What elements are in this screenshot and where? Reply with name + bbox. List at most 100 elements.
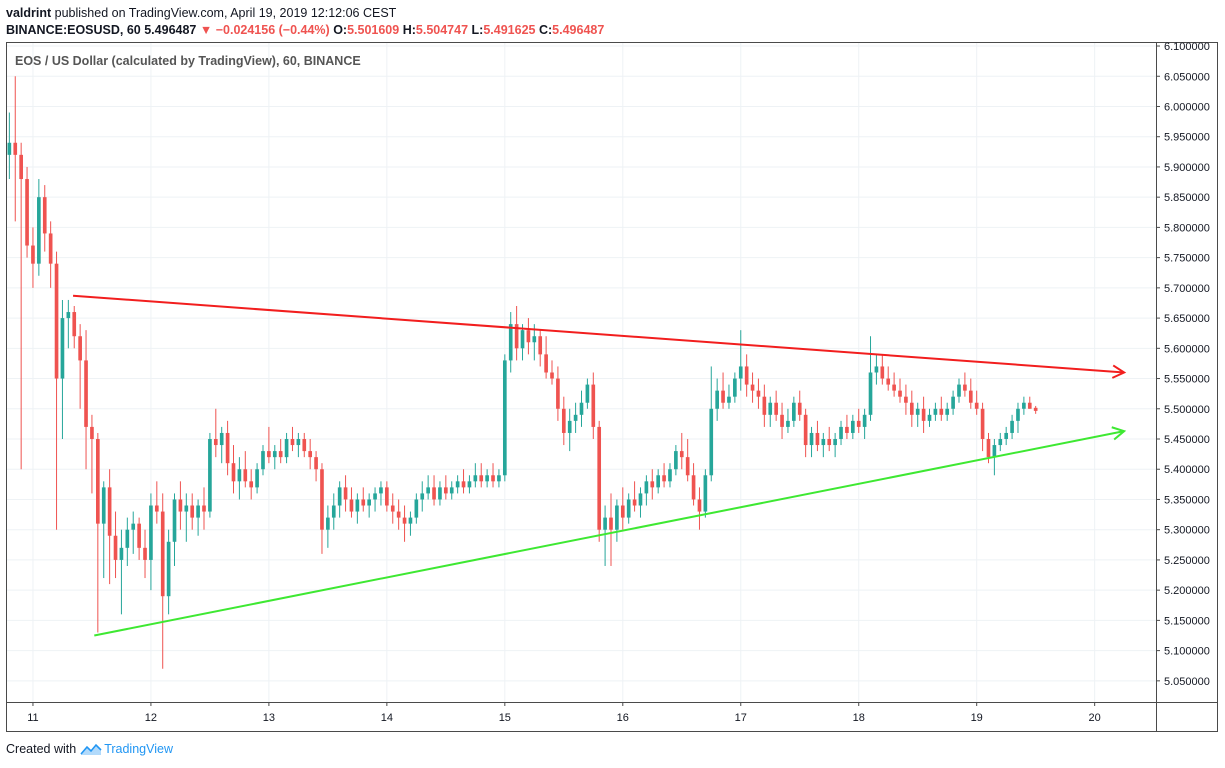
candle-body [502,360,507,476]
candle [786,408,790,433]
candle [550,360,554,385]
candle-body [756,390,761,397]
candle-body [54,263,59,379]
candle-body [426,487,430,494]
candle [756,378,761,409]
tradingview-brand-link[interactable]: TradingView [104,742,173,756]
candle [762,384,767,427]
candle-body [591,384,596,427]
candle-body [455,481,460,488]
candle-body [42,197,47,234]
candle-body [514,324,519,349]
candle [668,463,672,488]
x-tick-label: 12 [145,712,157,724]
candle-body [479,475,484,482]
candle-body [107,487,112,536]
candle [862,408,867,440]
candle-body [679,451,684,458]
candle [66,299,71,349]
candle [408,511,413,536]
candle [13,76,18,222]
candle-body [921,408,926,421]
candle [585,378,590,409]
candle [803,408,808,458]
candle [892,372,896,397]
candle-body [1016,408,1020,421]
candle-body [992,445,997,458]
candle-body [432,487,436,500]
candle-body [84,360,88,427]
candle [827,426,832,452]
candle-body [880,366,885,379]
last-price: 5.496487 [144,23,197,37]
candle [792,396,796,427]
candle-body [691,475,696,500]
candle-body [620,505,625,518]
candle-body [290,439,295,446]
candle-body [927,414,932,421]
open-value: 5.501609 [347,23,400,37]
x-tick-label: 18 [853,712,865,724]
candle-body [420,493,425,500]
candle-body [933,408,938,415]
candle-body [567,420,572,433]
candle-body [231,463,236,482]
candle-body [101,487,106,524]
candle [196,499,200,536]
candle [267,426,271,464]
candle [219,426,224,464]
candle-body [202,505,206,512]
candle-body [833,439,837,446]
high-value: 5.504747 [415,23,469,37]
candle-body [980,408,985,440]
candle-body [96,439,100,524]
candle [190,493,195,530]
candle [603,505,607,566]
candle-body [31,245,35,264]
candle-body [715,390,719,409]
candle [355,493,360,524]
candle-body [856,420,861,427]
candle [402,505,407,542]
candle-body [48,233,53,264]
candle [556,366,560,421]
candle [502,354,507,482]
created-with-label: Created with [6,742,77,756]
candle-body [337,487,342,506]
candle-body [573,414,578,421]
candle-body [1022,402,1026,409]
candle-body [508,324,513,361]
candle-body [526,330,531,343]
candle-body [78,336,82,361]
candle [414,493,419,524]
candle-body [821,439,826,446]
candle [815,420,820,452]
candle-body [986,439,991,458]
candle [797,390,802,421]
candle [750,372,755,403]
y-tick-label: 5.700000 [1164,283,1210,295]
candle [974,390,979,415]
candle-body [408,517,413,524]
candle [727,384,731,409]
candle [202,487,206,530]
support-trendline[interactable] [94,430,1125,637]
candle-body [774,402,778,415]
resistance-trendline[interactable] [72,294,1125,374]
y-tick-label: 5.600000 [1164,343,1210,355]
candle-body [314,457,318,470]
x-tick-label: 11 [27,712,38,724]
price-chart[interactable]: 6.100000 6.050000 6.000000 5.950000 5.900000… [6,42,1218,732]
candle [438,481,442,506]
candle [508,312,513,373]
candle-body [874,366,879,373]
y-tick-label: 5.200000 [1164,585,1210,597]
candle-body [7,142,12,155]
author-name[interactable]: valdrint [6,6,52,20]
candle-body [550,372,554,379]
time-scale[interactable]: 11 12 13 14 15 16 17 18 19 20 [27,702,1101,724]
price-scale[interactable]: 6.100000 6.050000 6.000000 5.950000 5.900000… [1156,42,1210,688]
candle-body [1010,420,1014,433]
candle [491,463,495,488]
candle-body [974,402,979,409]
